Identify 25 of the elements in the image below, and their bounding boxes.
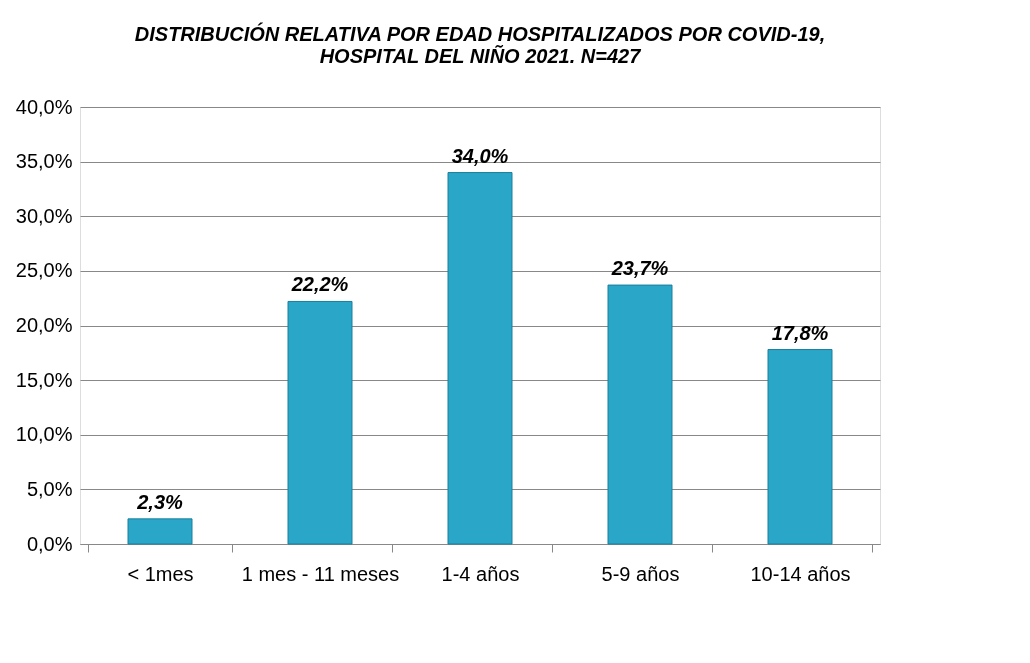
bar: [127, 518, 193, 545]
bar: [607, 284, 673, 545]
x-tick-label: 1-4 años: [441, 562, 520, 585]
bar: [767, 349, 833, 545]
y-tick-label: 30,0%: [15, 204, 73, 227]
data-label: 17,8%: [771, 321, 829, 344]
y-tick-label: 25,0%: [15, 259, 73, 282]
y-tick-label: 40,0%: [15, 95, 73, 118]
x-tick-label: 5-9 años: [601, 562, 680, 585]
x-tick-label: < 1mes: [127, 562, 194, 585]
data-label: 23,7%: [610, 257, 669, 280]
bar: [447, 172, 513, 545]
data-label: 22,2%: [290, 273, 349, 296]
bar: [287, 300, 353, 545]
x-tick-label: 10-14 años: [750, 562, 851, 585]
data-label: 2,3%: [136, 490, 184, 513]
x-tick-label: 1 mes - 11 meses: [241, 562, 400, 585]
y-tick-label: 15,0%: [15, 368, 73, 391]
chart-title: DISTRIBUCIÓN RELATIVA POR EDAD HOSPITALIZADOS POR COVID-19, HOSPITAL DEL NIÑO 2021. N=427: [134, 22, 826, 67]
y-tick-label: 0,0%: [26, 532, 73, 555]
y-tick-label: 5,0%: [26, 477, 73, 500]
y-tick-label: 35,0%: [15, 150, 73, 173]
data-label: 34,0%: [451, 144, 509, 167]
y-tick-label: 10,0%: [15, 423, 73, 446]
y-tick-label: 20,0%: [15, 314, 73, 336]
